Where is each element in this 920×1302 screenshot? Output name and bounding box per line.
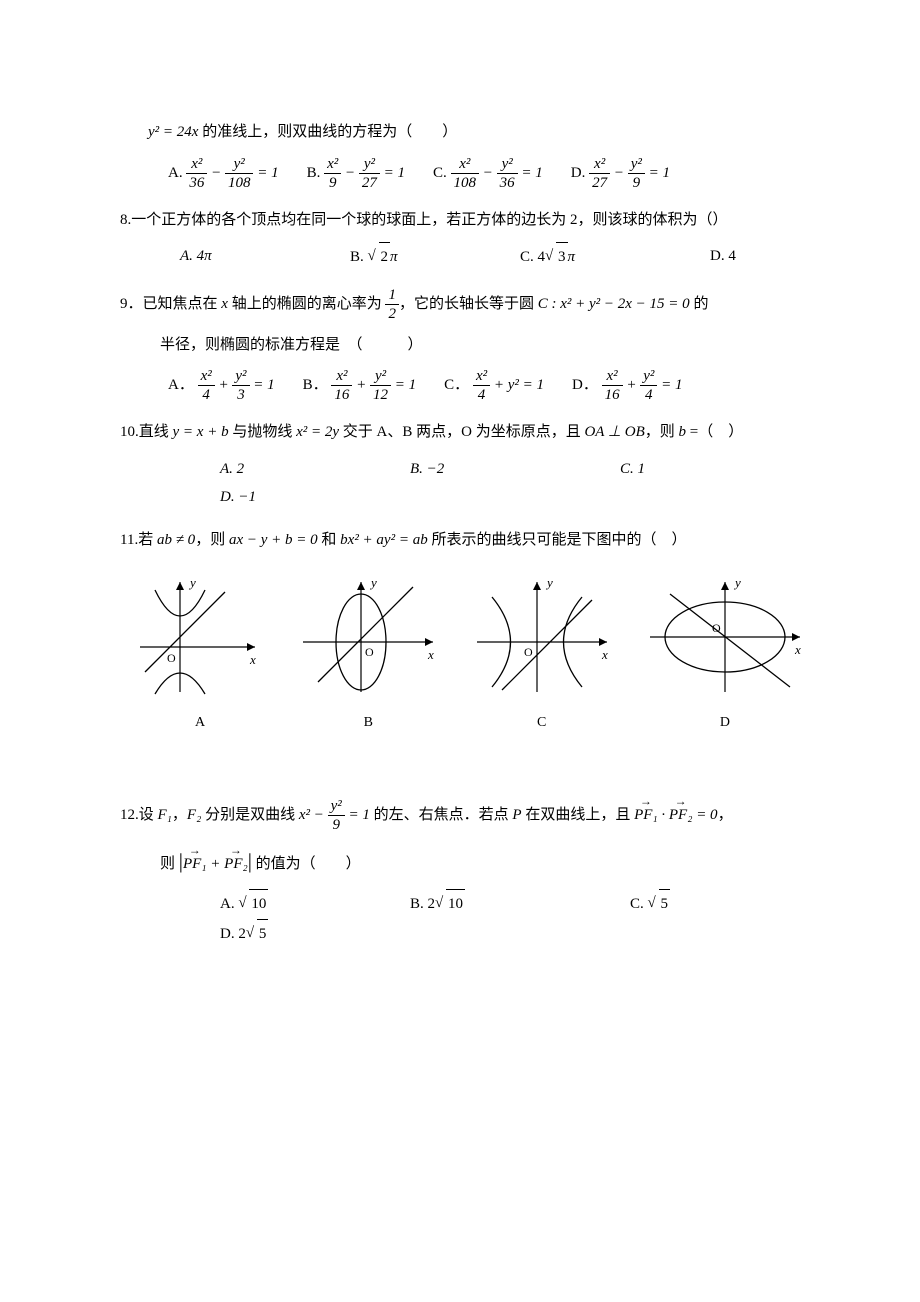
q12-opt-a[interactable]: A. 10 bbox=[220, 889, 370, 919]
q10-opt-a[interactable]: A. 2 bbox=[220, 455, 370, 484]
q11-stem: 11.若 ab ≠ 0，则 ax − y + b = 0 和 bx² + ay²… bbox=[120, 526, 830, 555]
q12-stem-2: 则 |PF₁ + PF₂| 的值为（ ） bbox=[120, 842, 830, 882]
q8-opt-a[interactable]: A. 4π bbox=[180, 242, 310, 272]
q11-plot-b[interactable]: y x O B bbox=[293, 572, 443, 737]
q8-opt-d[interactable]: D. 4 bbox=[710, 242, 736, 272]
q9-options: A． x²4 + y²3 = 1 B． x²16 + y²12 = 1 C． x… bbox=[120, 367, 830, 404]
q8-stem: 8.一个正方体的各个顶点均在同一个球的球面上，若正方体的边长为 2，则该球的体积… bbox=[120, 206, 830, 235]
q12-stem-1: 12.设 F₁，F₂ 分别是双曲线 x² − y²9 = 1 的左、右焦点．若点… bbox=[120, 797, 830, 834]
q10-opt-d[interactable]: D. −1 bbox=[220, 483, 256, 512]
q8-opt-b[interactable]: B. 2π bbox=[350, 242, 480, 272]
q10-stem: 10.直线 y = x + b 与抛物线 x² = 2y 交于 A、B 两点，O… bbox=[120, 418, 830, 447]
q10-opt-b[interactable]: B. −2 bbox=[410, 455, 580, 484]
q11-plot-d[interactable]: y x O D bbox=[640, 572, 810, 737]
q8-options: A. 4π B. 2π C. 43π D. 4 bbox=[120, 242, 830, 272]
q12-opt-b[interactable]: B. 210 bbox=[410, 889, 590, 919]
q11-plot-a[interactable]: y x O A bbox=[130, 572, 270, 737]
svg-text:y: y bbox=[188, 575, 196, 590]
q7-opt-b[interactable]: B. x²9 − y²27 = 1 bbox=[307, 155, 405, 192]
svg-text:O: O bbox=[524, 645, 533, 659]
svg-text:O: O bbox=[365, 645, 374, 659]
q7-stem: y² = 24x 的准线上，则双曲线的方程为（ ） bbox=[120, 118, 830, 147]
svg-text:O: O bbox=[167, 651, 176, 665]
q12-opt-c[interactable]: C. 5 bbox=[630, 889, 780, 919]
svg-text:x: x bbox=[794, 642, 801, 657]
q10-options: A. 2 B. −2 C. 1 D. −1 bbox=[120, 455, 830, 512]
q7-opt-c[interactable]: C. x²108 − y²36 = 1 bbox=[433, 155, 543, 192]
q7-options: A. x²36 − y²108 = 1 B. x²9 − y²27 = 1 C.… bbox=[120, 155, 830, 192]
q9-opt-a[interactable]: A． x²4 + y²3 = 1 bbox=[168, 367, 275, 404]
svg-text:x: x bbox=[601, 647, 608, 662]
q11-plots: y x O A y x O B bbox=[120, 562, 830, 747]
q9-opt-c[interactable]: C． x²4 + y² = 1 bbox=[444, 367, 544, 404]
q7-opt-d[interactable]: D. x²27 − y²9 = 1 bbox=[571, 155, 670, 192]
svg-text:y: y bbox=[369, 575, 377, 590]
q9-stem-2: 半径，则椭圆的标准方程是 （ ） bbox=[120, 331, 830, 360]
q8-opt-c[interactable]: C. 43π bbox=[520, 242, 670, 272]
q12-options: A. 10 B. 210 C. 5 D. 25 bbox=[120, 889, 830, 948]
q7-opt-a[interactable]: A. x²36 − y²108 = 1 bbox=[168, 155, 279, 192]
q9-stem-1: 9．已知焦点在 x 轴上的椭圆的离心率为 12，它的长轴长等于圆 C : x² … bbox=[120, 286, 830, 323]
q10-opt-c[interactable]: C. 1 bbox=[620, 455, 780, 484]
q11-plot-c[interactable]: y x O C bbox=[467, 572, 617, 737]
q12-opt-d[interactable]: D. 25 bbox=[220, 919, 268, 949]
svg-text:x: x bbox=[427, 647, 434, 662]
q9-opt-b[interactable]: B． x²16 + y²12 = 1 bbox=[303, 367, 417, 404]
svg-text:x: x bbox=[249, 652, 256, 667]
svg-text:y: y bbox=[733, 575, 741, 590]
q9-opt-d[interactable]: D． x²16 + y²4 = 1 bbox=[572, 367, 683, 404]
var-y: y bbox=[148, 124, 155, 140]
svg-text:y: y bbox=[545, 575, 553, 590]
